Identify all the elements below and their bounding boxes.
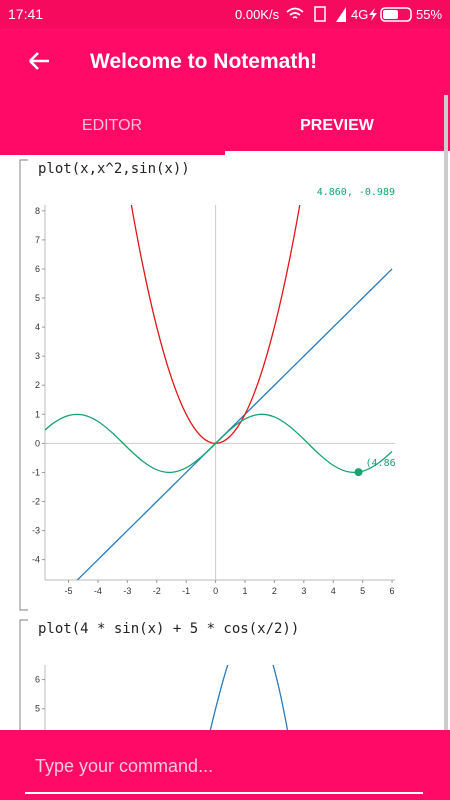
sim-icon — [314, 6, 326, 22]
plots: plot(x,x^2,sin(x)) 4.860, -0.989 -4 -3 -2 -1 0… — [32, 161, 396, 730]
app-bar — [0, 28, 450, 155]
x-tick-label: -5 — [65, 586, 73, 596]
x-tick-label: 3 — [301, 586, 306, 596]
y-tick-label: 6 — [35, 675, 40, 685]
y-tick-label: 5 — [35, 293, 40, 303]
y-tick-label: 1 — [35, 409, 40, 419]
wifi-icon — [286, 7, 304, 19]
curve — [45, 413, 393, 474]
app-title: Welcome to Notemath! — [90, 50, 317, 73]
y-tick-label: -3 — [32, 526, 40, 536]
x-tick-label: 2 — [272, 586, 277, 596]
y-tick-label: 2 — [35, 380, 40, 390]
signal-icon — [336, 7, 346, 22]
scrollbar — [444, 95, 448, 730]
x-tick-label: 5 — [360, 586, 365, 596]
x-tick-label: -1 — [182, 586, 190, 596]
x-tick-label: -2 — [153, 586, 161, 596]
tab-preview[interactable]: PREVIEW — [300, 117, 375, 134]
y-tick-label: 5 — [35, 704, 40, 714]
status-bar — [0, 0, 450, 28]
x-tick-label: 4 — [331, 586, 336, 596]
plot-area — [209, 665, 289, 730]
status-battery: 55% — [416, 7, 442, 22]
status-network: 4G — [351, 7, 368, 22]
input-underline — [25, 792, 423, 794]
y-tick-label: 4 — [35, 322, 40, 332]
plot-command: plot(4 * sin(x) + 5 * cos(x/2)) — [38, 621, 299, 637]
y-tick-label: 0 — [35, 438, 40, 448]
tab-indicator — [225, 151, 450, 155]
x-tick-label: 1 — [242, 586, 247, 596]
cursor-point — [354, 468, 363, 477]
cell-bracket — [19, 159, 28, 611]
status-time: 17:41 — [8, 6, 43, 22]
x-tick-label: 6 — [390, 586, 395, 596]
cursor-readout: 4.860, -0.989 — [317, 187, 395, 198]
battery-icon — [380, 7, 412, 22]
battery-level — [383, 10, 398, 19]
x-tick-label: -4 — [94, 586, 102, 596]
y-tick-label: -1 — [32, 467, 40, 477]
status-speed: 0.00K/s — [235, 7, 280, 22]
plot-command: plot(x,x^2,sin(x)) — [38, 161, 190, 177]
y-tick-label: 3 — [35, 351, 40, 361]
y-tick-label: -2 — [32, 497, 40, 507]
charge-icon — [369, 8, 377, 21]
y-tick-label: 7 — [35, 235, 40, 245]
y-tick-label: 6 — [35, 264, 40, 274]
plot-area: (4.86 — [45, 205, 396, 580]
x-tick-label: 0 — [213, 586, 218, 596]
cursor-label: (4.86 — [366, 458, 396, 469]
x-tick-label: -3 — [123, 586, 131, 596]
back-button[interactable] — [29, 52, 49, 70]
y-tick-label: 8 — [35, 206, 40, 216]
cell-bracket — [19, 619, 28, 730]
tab-editor[interactable]: EDITOR — [82, 117, 142, 134]
curve — [209, 665, 289, 730]
command-input[interactable]: Type your command... — [35, 756, 213, 776]
y-tick-label: -4 — [32, 555, 40, 565]
input-bar — [0, 730, 450, 800]
